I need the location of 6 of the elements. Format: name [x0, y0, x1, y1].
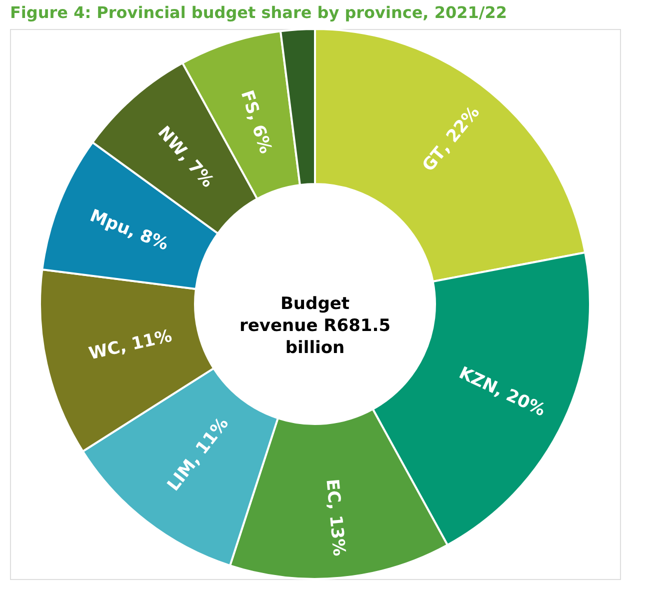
- slice-label: EC: [322, 478, 344, 504]
- slice-label: WC: [87, 338, 122, 364]
- data-label: , 13%: [324, 502, 349, 557]
- text: Budget revenue R681.5 billion: [239, 294, 391, 358]
- chart-title: Figure 4: Provincial budget share by province, 2021/22: [10, 3, 507, 22]
- slice-label: FS: [236, 88, 263, 117]
